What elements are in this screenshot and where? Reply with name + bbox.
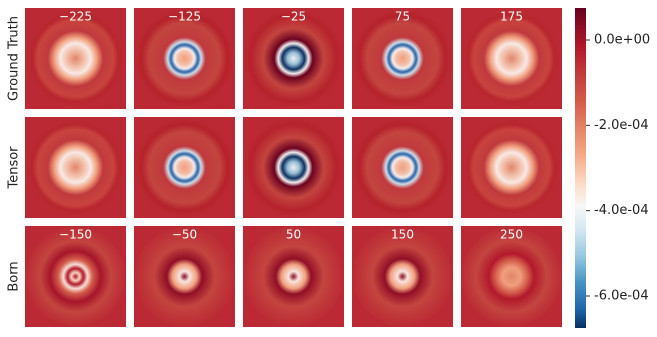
panel-image — [134, 117, 235, 218]
panel-image — [134, 226, 235, 327]
panel-image — [243, 226, 344, 327]
panel-image — [243, 8, 344, 109]
panel-title: −150 — [59, 228, 92, 242]
panel-title: −25 — [281, 10, 306, 24]
colorbar-tick-label: -4.0e-04 — [594, 203, 649, 218]
panel-image — [25, 8, 126, 109]
panel-title: 175 — [500, 10, 523, 24]
panel-title: 250 — [500, 228, 523, 242]
row-label: Tensor — [7, 146, 22, 190]
panel-image — [352, 117, 453, 218]
panel-image — [461, 226, 562, 327]
colorbar — [575, 8, 586, 328]
colorbar-tick-label: 0.0e+00 — [594, 33, 650, 48]
panel-title: −125 — [168, 10, 201, 24]
panel-image — [352, 8, 453, 109]
colorbar-tick-label: -2.0e-04 — [594, 118, 649, 133]
panel-title: −50 — [172, 228, 197, 242]
panel-image — [25, 226, 126, 327]
panel-title: 50 — [286, 228, 301, 242]
colorbar-tick-label: -6.0e-04 — [594, 289, 649, 304]
panel-title: −225 — [59, 10, 92, 24]
row-label: Ground Truth — [7, 16, 22, 101]
panel-image — [243, 117, 344, 218]
panel-title: 75 — [395, 10, 410, 24]
panel-image — [25, 117, 126, 218]
panel-image — [461, 117, 562, 218]
panel-image — [134, 8, 235, 109]
panel-image — [461, 8, 562, 109]
panel-image — [352, 226, 453, 327]
panel-title: 150 — [391, 228, 414, 242]
row-label: Born — [7, 261, 22, 291]
